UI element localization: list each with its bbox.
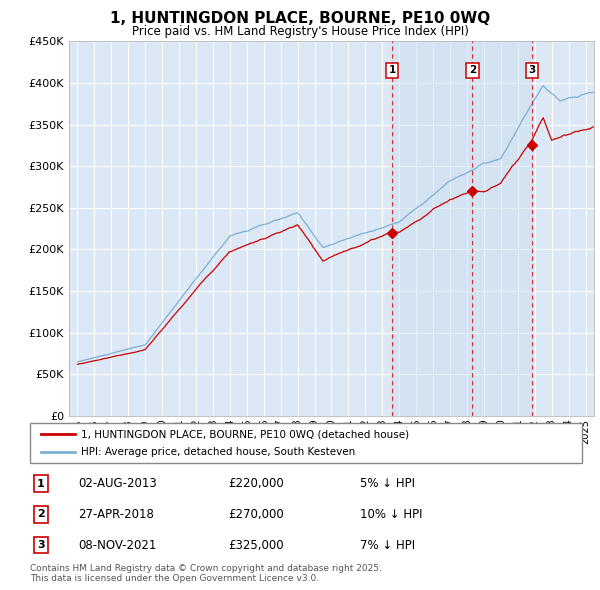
Text: 1: 1 [37,479,44,489]
Bar [392,41,532,416]
Text: £325,000: £325,000 [228,539,284,552]
Text: 3: 3 [37,540,44,550]
Text: Price paid vs. HM Land Registry's House Price Index (HPI): Price paid vs. HM Land Registry's House … [131,25,469,38]
Text: 5% ↓ HPI: 5% ↓ HPI [360,477,415,490]
Text: £220,000: £220,000 [228,477,284,490]
Text: 10% ↓ HPI: 10% ↓ HPI [360,508,422,521]
Text: 1, HUNTINGDON PLACE, BOURNE, PE10 0WQ (detached house): 1, HUNTINGDON PLACE, BOURNE, PE10 0WQ (d… [81,430,409,440]
Text: 2: 2 [37,510,44,519]
Text: £270,000: £270,000 [228,508,284,521]
Text: 08-NOV-2021: 08-NOV-2021 [78,539,157,552]
Text: 3: 3 [529,65,536,76]
Text: 2: 2 [469,65,476,76]
Text: 1: 1 [389,65,396,76]
Text: Contains HM Land Registry data © Crown copyright and database right 2025.
This d: Contains HM Land Registry data © Crown c… [30,563,382,583]
Text: 02-AUG-2013: 02-AUG-2013 [78,477,157,490]
Text: 1, HUNTINGDON PLACE, BOURNE, PE10 0WQ: 1, HUNTINGDON PLACE, BOURNE, PE10 0WQ [110,11,490,25]
Text: 7% ↓ HPI: 7% ↓ HPI [360,539,415,552]
Text: HPI: Average price, detached house, South Kesteven: HPI: Average price, detached house, Sout… [81,447,355,457]
Text: 27-APR-2018: 27-APR-2018 [78,508,154,521]
